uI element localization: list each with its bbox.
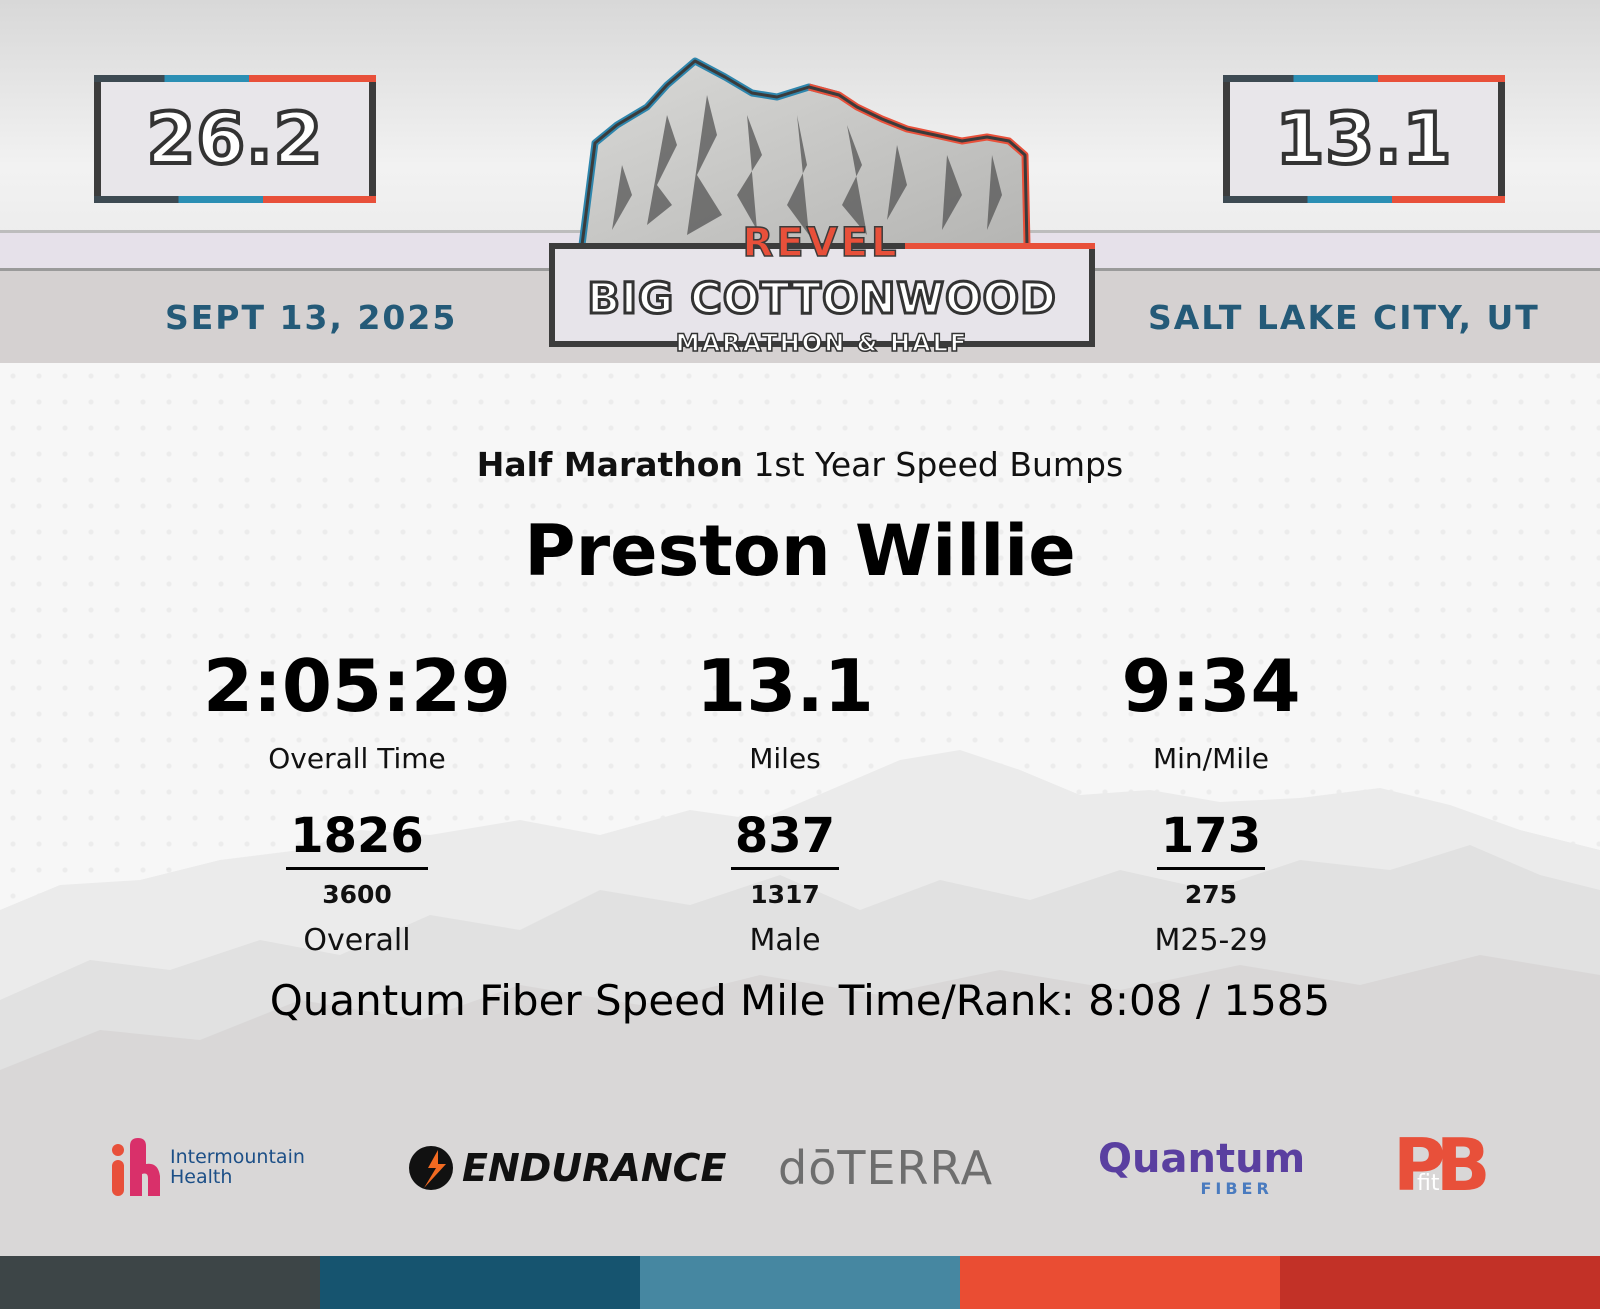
footer-segment-dark (0, 1256, 320, 1309)
stat-overall-time: 2:05:29 Overall Time (157, 650, 557, 775)
gatorade-endurance-text: ENDURANCE (462, 1146, 727, 1190)
half-distance: 13.1 (1274, 96, 1454, 182)
speed-mile-result: Quantum Fiber Speed Mile Time/Rank: 8:08… (269, 976, 1331, 1025)
pace-value: 9:34 (1121, 644, 1301, 728)
gender-place: 837 (730, 810, 840, 870)
miles-value: 13.1 (696, 644, 874, 728)
overall-rank-label: Overall (303, 922, 411, 958)
intermountain-logo-icon (112, 1138, 160, 1196)
pbfit-logo-icon: PB fit (1393, 1123, 1491, 1207)
footer-segment-teal (640, 1256, 960, 1309)
gatorade-g-icon (409, 1146, 453, 1190)
rank-overall: 1826 3600 Overall (207, 810, 507, 958)
quantum-fiber-text: FIBER (1200, 1178, 1273, 1198)
team-name: 1st Year Speed Bumps (753, 445, 1124, 484)
intermountain-health: Health (170, 1166, 233, 1188)
overall-total: 3600 (322, 879, 392, 909)
mountain-range-background (0, 750, 1600, 1260)
sponsor-intermountain-health: Intermountain Health (108, 1128, 305, 1208)
gender-total: 1317 (750, 879, 820, 909)
race-city: SALT LAKE CITY, UT (1148, 298, 1540, 337)
sponsor-quantum-fiber: Quantum FIBER (1098, 1128, 1305, 1208)
gender-rank-label: Male (749, 922, 821, 958)
mountain-logo-icon (578, 57, 1031, 246)
logo-revel-text: REVEL (742, 219, 900, 267)
overall-place: 1826 (286, 810, 428, 870)
overall-time-value: 2:05:29 (202, 644, 512, 728)
runner-name: Preston Willie (524, 510, 1076, 592)
quantum-text: Quantum (1098, 1135, 1306, 1182)
stat-miles: 13.1 Miles (585, 650, 985, 775)
logo-race-subtitle: MARATHON & HALF (675, 328, 969, 358)
marathon-distance-badge: 26.2 (94, 75, 376, 203)
sponsor-doterra: dōTERRA (778, 1128, 993, 1208)
rank-age-group: 173 275 M25-29 (1061, 810, 1361, 958)
stat-pace: 9:34 Min/Mile (1011, 650, 1411, 775)
logo-race-name: BIG COTTONWOOD (586, 273, 1058, 326)
pace-label: Min/Mile (1152, 742, 1270, 775)
footer-color-bar (0, 1256, 1600, 1309)
rank-gender: 837 1317 Male (635, 810, 935, 958)
logo-nameplate (549, 243, 1095, 347)
intermountain-name: Intermountain (170, 1146, 305, 1169)
sponsor-pbfit: PB fit (1393, 1123, 1491, 1208)
marathon-distance: 26.2 (145, 96, 325, 182)
footer-segment-navy (320, 1256, 640, 1309)
event-line: Half Marathon 1st Year Speed Bumps (0, 445, 1600, 484)
sponsor-gatorade-endurance: ENDURANCE (408, 1128, 726, 1208)
age-group-place: 173 (1156, 810, 1266, 870)
pbfit-letters: PB (1393, 1122, 1491, 1207)
overall-time-label: Overall Time (268, 742, 446, 775)
doterra-text: dōTERRA (778, 1141, 994, 1195)
event-name: Half Marathon (476, 445, 743, 484)
race-date: SEPT 13, 2025 (165, 298, 458, 337)
half-distance-badge: 13.1 (1223, 75, 1505, 203)
age-group-total: 275 (1184, 879, 1238, 909)
pbfit-fit: fit (1417, 1170, 1440, 1196)
miles-label: Miles (749, 742, 821, 775)
age-group-rank-label: M25-29 (1154, 922, 1268, 958)
footer-segment-red (1280, 1256, 1600, 1309)
footer-segment-orange (960, 1256, 1280, 1309)
